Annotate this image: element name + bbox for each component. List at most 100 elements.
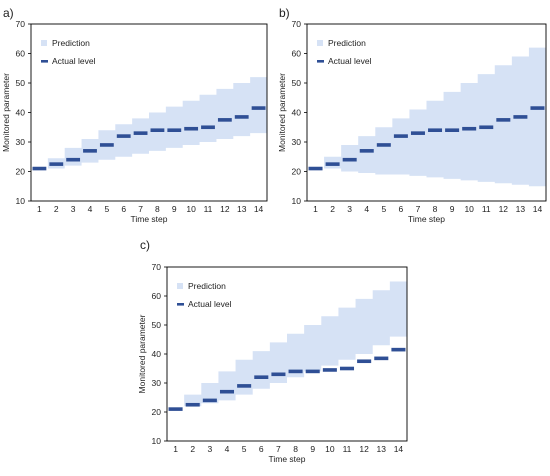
legend-actual-label: Actual level: [52, 56, 96, 66]
x-tick-label: 5: [381, 204, 386, 214]
x-tick-label: 3: [347, 204, 352, 214]
actual-level-mark: [99, 143, 114, 147]
actual-level-mark: [445, 128, 460, 132]
actual-level-mark: [342, 157, 357, 162]
x-tick-label: 1: [313, 204, 318, 214]
x-tick-label: 5: [104, 204, 109, 214]
x-tick-label: 4: [88, 204, 93, 214]
y-tick-label: 40: [16, 108, 26, 118]
actual-level-mark: [393, 134, 408, 138]
legend-prediction-swatch: [41, 40, 47, 46]
x-tick-label: 11: [343, 444, 352, 454]
actual-level-mark: [150, 128, 165, 132]
panel-label: b): [279, 6, 290, 20]
y-tick-label: 70: [16, 19, 26, 29]
actual-level-mark: [374, 356, 389, 361]
actual-level-mark: [185, 402, 200, 407]
actual-level-mark: [219, 389, 235, 394]
x-tick-label: 2: [54, 204, 59, 214]
x-axis-title: Time step: [130, 214, 167, 224]
x-tick-label: 1: [37, 204, 42, 214]
x-tick-label: 3: [207, 444, 212, 454]
y-tick-label: 20: [152, 407, 162, 417]
x-tick-label: 2: [330, 204, 335, 214]
x-axis-title: Time step: [268, 454, 305, 464]
actual-level-mark: [305, 369, 320, 374]
x-tick-label: 3: [71, 204, 76, 214]
actual-level-mark: [202, 398, 217, 403]
y-tick-label: 30: [292, 137, 302, 147]
actual-level-mark: [254, 375, 269, 379]
x-tick-label: 6: [399, 204, 404, 214]
actual-level-mark: [133, 131, 148, 135]
actual-level-mark: [32, 166, 47, 171]
x-tick-label: 8: [433, 204, 438, 214]
actual-level-mark: [479, 125, 494, 130]
actual-level-mark: [410, 131, 425, 135]
y-axis-title: Monitored parameter: [1, 73, 11, 152]
legend-prediction-swatch: [317, 40, 323, 46]
y-tick-label: 60: [16, 49, 26, 59]
actual-level-mark: [376, 143, 391, 147]
y-tick-label: 50: [152, 320, 162, 330]
actual-level-mark: [66, 157, 81, 162]
prediction-band: [307, 47, 546, 187]
y-tick-label: 40: [152, 349, 162, 359]
x-tick-label: 13: [516, 204, 526, 214]
actual-level-mark: [308, 166, 323, 171]
legend-actual-label: Actual level: [188, 299, 232, 309]
x-tick-label: 8: [155, 204, 160, 214]
x-tick-label: 7: [138, 204, 143, 214]
actual-level-mark: [359, 149, 374, 153]
y-tick-label: 20: [16, 167, 26, 177]
actual-level-mark: [217, 118, 232, 122]
x-tick-label: 11: [482, 204, 491, 214]
x-tick-label: 8: [293, 444, 298, 454]
y-tick-label: 30: [152, 378, 162, 388]
x-tick-label: 13: [377, 444, 387, 454]
y-tick-label: 50: [292, 78, 302, 88]
x-tick-label: 2: [190, 444, 195, 454]
actual-level-mark: [49, 162, 64, 166]
legend-actual-swatch: [41, 60, 48, 63]
y-tick-label: 40: [292, 108, 302, 118]
actual-level-mark: [462, 126, 477, 131]
legend-prediction-label: Prediction: [52, 38, 90, 48]
panel-label: a): [3, 6, 14, 20]
actual-level-mark: [116, 134, 131, 138]
actual-level-mark: [496, 118, 511, 122]
x-tick-label: 5: [242, 444, 247, 454]
x-tick-label: 4: [364, 204, 369, 214]
actual-level-mark: [237, 384, 252, 388]
x-tick-label: 10: [464, 204, 474, 214]
actual-level-mark: [234, 115, 249, 119]
x-tick-label: 13: [237, 204, 247, 214]
legend-actual-swatch: [177, 303, 184, 306]
y-tick-label: 60: [292, 49, 302, 59]
actual-level-mark: [83, 149, 97, 153]
x-tick-label: 9: [450, 204, 455, 214]
y-tick-label: 10: [292, 196, 302, 206]
legend-prediction-swatch: [177, 283, 183, 289]
y-tick-label: 70: [152, 262, 162, 272]
x-tick-label: 9: [310, 444, 315, 454]
panel-label: c): [140, 238, 150, 252]
y-axis-title: Monitored parameter: [277, 73, 287, 152]
x-tick-label: 10: [186, 204, 196, 214]
x-tick-label: 11: [204, 204, 213, 214]
legend-actual-label: Actual level: [328, 56, 372, 66]
x-axis-title: Time step: [408, 214, 445, 224]
x-tick-label: 12: [220, 204, 230, 214]
x-tick-label: 12: [359, 444, 369, 454]
legend-prediction-label: Prediction: [188, 281, 226, 291]
actual-level-mark: [201, 125, 215, 130]
x-tick-label: 12: [499, 204, 509, 214]
actual-level-mark: [513, 115, 528, 119]
actual-level-mark: [357, 359, 372, 364]
x-tick-label: 4: [225, 444, 230, 454]
